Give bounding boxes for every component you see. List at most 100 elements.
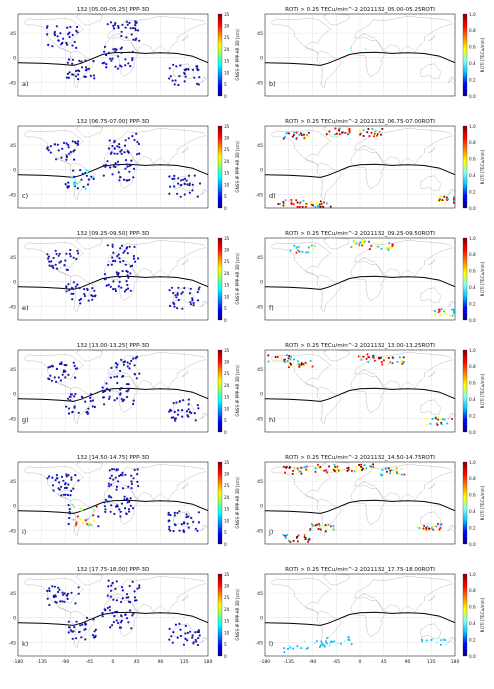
land-outline xyxy=(70,274,95,313)
colorbar-tick-label: 0 xyxy=(224,430,227,435)
station-point xyxy=(58,588,61,591)
y-tick-label: 0 xyxy=(260,616,263,622)
station-point xyxy=(190,516,193,520)
station-point xyxy=(53,32,56,35)
roti-point xyxy=(438,530,441,532)
roti-point xyxy=(336,465,339,468)
station-point xyxy=(131,57,134,60)
roti-point xyxy=(323,469,326,472)
station-point xyxy=(108,485,111,488)
station-point xyxy=(136,140,139,144)
station-point xyxy=(179,628,182,631)
panel-j: ROTI > 0.25 TECu/min^-2 2021132_14.50-14… xyxy=(255,455,485,547)
station-point xyxy=(70,176,74,179)
roti-point xyxy=(301,206,304,208)
station-point xyxy=(74,602,77,605)
roti-point xyxy=(314,471,317,473)
station-point xyxy=(168,638,171,641)
roti-point xyxy=(283,358,285,361)
station-point xyxy=(119,64,122,67)
station-point xyxy=(68,626,71,629)
station-point xyxy=(196,404,199,407)
station-point xyxy=(64,259,67,262)
station-point xyxy=(73,158,76,161)
station-point xyxy=(126,365,129,368)
roti-point xyxy=(320,202,323,205)
station-point xyxy=(116,67,119,70)
station-point xyxy=(135,377,138,380)
station-point xyxy=(46,25,49,28)
land-outline xyxy=(181,258,189,265)
roti-point xyxy=(453,308,455,311)
station-point xyxy=(109,376,112,379)
station-point xyxy=(110,59,113,62)
station-point xyxy=(48,264,51,267)
land-outline xyxy=(350,485,388,526)
station-point xyxy=(168,410,171,413)
panel-grid: 132 [05.00-05.25] PPP-3D a) 45 0 -45 35 30 25 20… xyxy=(8,7,485,665)
roti-point xyxy=(299,365,302,368)
roti-point xyxy=(371,467,374,470)
colorbar xyxy=(462,349,468,433)
roti-point xyxy=(309,529,311,532)
station-point xyxy=(89,74,92,77)
roti-point xyxy=(435,422,438,425)
station-point xyxy=(48,260,51,263)
station-point xyxy=(67,33,70,36)
y-tick-label: 45 xyxy=(10,591,16,597)
station-point xyxy=(130,627,133,630)
station-point xyxy=(106,160,109,163)
station-point xyxy=(115,469,118,472)
station-point xyxy=(93,405,96,409)
land-outline xyxy=(181,370,189,377)
station-point xyxy=(176,413,180,416)
colorbar-tick-label: 1.0 xyxy=(469,124,476,129)
colorbar-tick-label: 25 xyxy=(224,259,230,264)
station-point xyxy=(70,287,73,290)
land-outline xyxy=(107,239,206,278)
roti-point xyxy=(293,134,295,136)
station-point xyxy=(189,301,192,304)
roti-point xyxy=(449,314,451,317)
station-point xyxy=(124,263,127,266)
station-point xyxy=(187,398,190,401)
station-point xyxy=(174,623,177,626)
x-tick-label: -180 xyxy=(260,659,271,665)
station-point xyxy=(191,636,194,639)
roti-point xyxy=(302,363,305,366)
station-point xyxy=(187,68,190,71)
station-point xyxy=(113,512,116,516)
roti-point xyxy=(308,539,310,541)
roti-point xyxy=(359,132,362,135)
station-point xyxy=(132,402,135,406)
station-point xyxy=(65,142,68,145)
colorbar-tick-label: 0.0 xyxy=(469,318,476,323)
station-point xyxy=(117,480,120,483)
roti-point xyxy=(372,354,375,357)
roti-point xyxy=(338,129,341,132)
roti-point xyxy=(398,472,400,475)
station-point xyxy=(61,373,64,376)
station-point xyxy=(60,475,64,478)
land-outline xyxy=(271,578,332,613)
station-point xyxy=(172,631,175,634)
station-point xyxy=(109,152,112,155)
station-point xyxy=(53,376,56,379)
station-point xyxy=(128,362,131,365)
station-point xyxy=(55,158,58,161)
panel-label: k) xyxy=(22,640,28,648)
roti-point xyxy=(324,524,327,526)
roti-point xyxy=(304,135,306,138)
station-point xyxy=(57,39,60,42)
roti-point xyxy=(339,127,341,130)
station-point xyxy=(105,387,109,390)
colorbar-tick-label: 0.6 xyxy=(469,381,476,386)
station-point xyxy=(119,247,122,250)
station-point xyxy=(124,26,127,29)
roti-point xyxy=(315,465,318,468)
station-point xyxy=(197,637,200,640)
panel-label: d) xyxy=(269,192,276,200)
station-point xyxy=(183,286,186,290)
colorbar-tick-label: 35 xyxy=(224,124,230,129)
panel-title: 132 [09.25-09.50] PPP-3D xyxy=(77,231,150,237)
